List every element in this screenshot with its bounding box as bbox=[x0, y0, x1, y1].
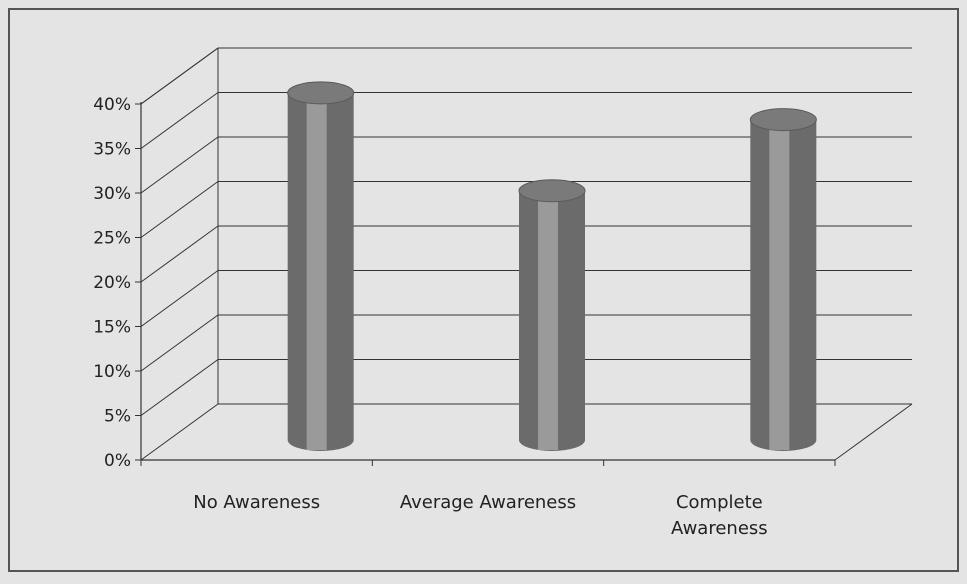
floor-right-edge bbox=[834, 403, 913, 461]
x-tick-label-0: No Awareness bbox=[193, 492, 320, 513]
y-tick-label-4: 20% bbox=[93, 273, 131, 293]
bar-highlight-1 bbox=[538, 194, 558, 450]
y-tick-label-0: 0% bbox=[104, 451, 131, 471]
gridline-side-6 bbox=[140, 136, 219, 194]
gridline-side-7 bbox=[140, 92, 219, 149]
bar-top-1 bbox=[518, 179, 586, 203]
gridline-side-3 bbox=[140, 270, 219, 327]
bar-0 bbox=[287, 81, 355, 452]
x-tick-labels: No Awareness Average Awareness Complete Awa… bbox=[193, 492, 767, 539]
x-tick-label-1: Average Awareness bbox=[400, 492, 576, 513]
bar-2 bbox=[749, 108, 817, 451]
y-tick-labels: 0% 5% 10% 15% 20% 25% 30% 35% 40% bbox=[93, 95, 131, 471]
outer-border bbox=[8, 8, 959, 572]
y-tick-label-6: 30% bbox=[93, 184, 131, 204]
bar-highlight-2 bbox=[769, 123, 790, 450]
y-tick-label-5: 25% bbox=[93, 229, 131, 249]
bar-top-0 bbox=[287, 81, 355, 105]
y-tick-label-1: 5% bbox=[104, 407, 131, 427]
y-tick-label-2: 10% bbox=[93, 362, 131, 382]
gridline-side-4 bbox=[140, 225, 219, 283]
gridline-side-1 bbox=[140, 359, 219, 416]
bar-highlight-0 bbox=[306, 96, 327, 451]
gridline-side-8 bbox=[140, 47, 219, 105]
bar-top-2 bbox=[749, 108, 817, 132]
y-tick-label-8: 40% bbox=[93, 95, 131, 115]
x-tick-label-2-line-0: Complete bbox=[676, 492, 763, 513]
bars bbox=[287, 81, 817, 452]
gridline-side-2 bbox=[140, 314, 219, 372]
y-tick-label-7: 35% bbox=[93, 140, 131, 160]
axes bbox=[135, 102, 836, 466]
gridline-side-5 bbox=[140, 181, 219, 238]
y-tick-label-3: 15% bbox=[93, 318, 131, 338]
bar-1 bbox=[518, 179, 586, 452]
gridline-side-0 bbox=[140, 403, 219, 461]
x-tick-label-2-line-1: Awareness bbox=[671, 518, 768, 539]
